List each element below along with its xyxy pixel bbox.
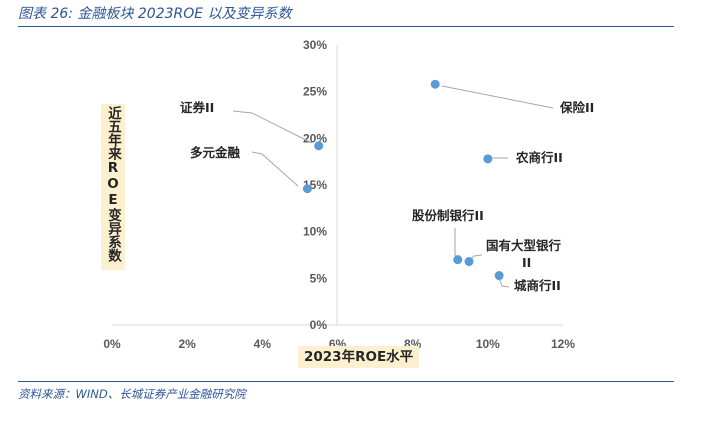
data-point <box>453 255 463 265</box>
x-axis-label: 2023年ROE水平 <box>298 346 420 368</box>
point-label: II <box>522 255 531 270</box>
data-point <box>483 154 493 164</box>
figure-title: 图表 26: 金融板块 2023ROE 以及变异系数 <box>18 6 292 22</box>
data-point <box>494 271 504 281</box>
top-divider <box>18 26 674 27</box>
leader-line <box>232 110 313 144</box>
y-axis-label-background <box>101 104 125 270</box>
leader-line <box>251 151 299 187</box>
point-label: 证券II <box>180 100 214 115</box>
y-tick-label: 30% <box>303 38 327 52</box>
y-tick-label: 0% <box>310 318 328 332</box>
x-tick-label: 2% <box>178 337 196 351</box>
leader-lines <box>232 85 554 288</box>
y-axis-label: 近五年来ROE变异系数 <box>105 106 121 262</box>
x-tick-label: 12% <box>551 337 575 351</box>
leader-line <box>498 277 510 288</box>
data-points <box>302 79 504 281</box>
point-label: 多元金融 <box>190 145 241 160</box>
point-label: 保险II <box>559 100 594 115</box>
point-label: 城商行II <box>514 278 561 293</box>
y-tick-label: 25% <box>303 85 327 99</box>
point-label: 股份制银行II <box>412 208 484 223</box>
data-point <box>302 184 312 194</box>
data-point <box>314 141 324 151</box>
data-point <box>430 79 440 89</box>
axes <box>112 45 563 326</box>
leader-line <box>454 228 459 259</box>
y-tick-label: 10% <box>303 225 327 239</box>
data-point <box>464 257 474 267</box>
source-note: 资料来源：WIND、长城证券产业金融研究院 <box>18 387 246 401</box>
bottom-divider <box>18 381 674 382</box>
x-tick-label: 10% <box>476 337 500 351</box>
y-tick-label: 5% <box>310 271 328 285</box>
x-tick-label: 4% <box>254 337 272 351</box>
point-label: 农商行II <box>515 150 563 165</box>
x-tick-label: 0% <box>103 337 121 351</box>
tick-labels: 0% 2% 4% 6% 8% 10% 12%0%5%10%15%20%25%30% <box>103 38 575 351</box>
point-label: 国有大型银行 <box>486 238 562 253</box>
leader-line <box>441 85 554 109</box>
